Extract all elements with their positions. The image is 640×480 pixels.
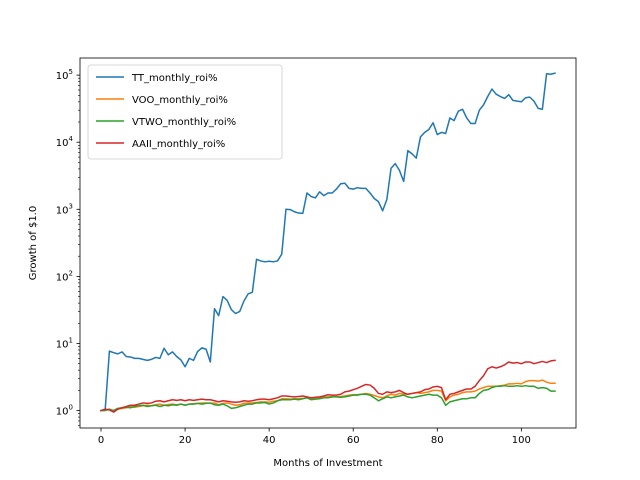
y-tick-label: 105 — [56, 68, 73, 82]
x-tick-label: 20 — [179, 435, 192, 446]
series-line-3 — [100, 384, 556, 412]
x-tick-label: 40 — [263, 435, 276, 446]
legend: TT_monthly_roi% VOO_monthly_roi% VTWO_mont… — [87, 64, 283, 160]
y-tick-label: 104 — [56, 135, 74, 149]
x-tick-label: 60 — [347, 435, 360, 446]
series-line-1 — [100, 72, 556, 412]
legend-label: VTWO_monthly_roi% — [132, 117, 236, 128]
series-layer — [100, 72, 556, 413]
x-axis-ticks: 0 20 40 60 80 100 — [98, 428, 531, 446]
y-tick-label: 102 — [56, 269, 73, 283]
x-tick-label: 0 — [98, 435, 104, 446]
y-tick-label: 100 — [56, 404, 73, 418]
x-tick-label: 80 — [431, 435, 444, 446]
x-tick-label: 100 — [512, 435, 531, 446]
legend-label: AAII_monthly_roi% — [132, 139, 225, 150]
legend-label: VOO_monthly_roi% — [132, 95, 228, 106]
legend-label: TT_monthly_roi% — [131, 73, 217, 84]
axes-frame — [79, 57, 577, 429]
y-axis-ticks: 100 101 102 103 104 105 — [56, 68, 80, 426]
legend-box — [87, 64, 283, 160]
y-tick-label: 103 — [56, 202, 73, 216]
x-axis-label: Months of Investment — [273, 458, 382, 469]
y-axis-label: Growth of $1.0 — [28, 206, 39, 280]
series-line-4 — [100, 359, 556, 413]
y-tick-label: 101 — [56, 336, 73, 350]
